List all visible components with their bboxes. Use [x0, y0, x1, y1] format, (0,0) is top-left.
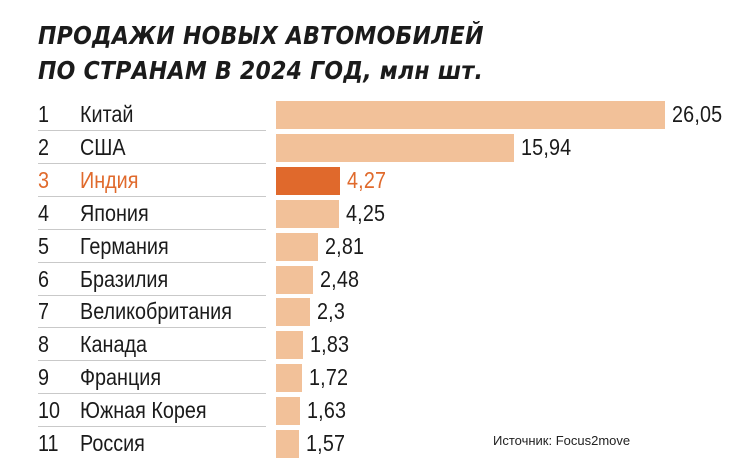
rank-label: 5 — [38, 232, 50, 259]
bar — [276, 166, 340, 195]
bar — [276, 430, 299, 458]
bar-row: 3 Индия 4,27 — [0, 164, 748, 197]
category-label: Франция — [80, 364, 162, 391]
row-divider — [38, 195, 266, 197]
row-divider — [38, 130, 266, 131]
row-divider — [38, 228, 266, 230]
rank-label: 8 — [38, 331, 50, 358]
category-label: Индия — [80, 166, 139, 193]
value-label: 4,25 — [346, 199, 386, 226]
bar — [276, 331, 303, 360]
row-divider — [38, 360, 266, 362]
category-label: США — [80, 133, 126, 160]
rank-label: 1 — [38, 101, 50, 127]
bar — [276, 298, 310, 327]
category-label: Япония — [80, 199, 149, 226]
chart-title-unit: млн шт. — [379, 56, 484, 85]
value-label: 4,27 — [347, 166, 387, 193]
rank-label: 7 — [38, 298, 50, 325]
bar-row: 1 Китай 26,05 — [0, 98, 748, 131]
bar-row: 4 Япония 4,25 — [0, 197, 748, 230]
bar-row: 5 Германия 2,81 — [0, 230, 748, 263]
rank-label: 4 — [38, 199, 50, 226]
rank-label: 2 — [38, 133, 50, 160]
rank-label: 10 — [38, 397, 61, 424]
row-divider — [38, 393, 266, 395]
chart-title-line-2: ПО СТРАНАМ В 2024 ГОД, млн шт. — [38, 56, 483, 86]
bar — [276, 133, 514, 162]
bar-row: 8 Канада 1,83 — [0, 328, 748, 362]
bar-row: 6 Бразилия 2,48 — [0, 263, 748, 296]
bar — [276, 364, 302, 393]
value-label: 15,94 — [521, 133, 572, 160]
value-label: 2,3 — [317, 298, 346, 325]
category-label: Бразилия — [80, 265, 169, 292]
bar-row: 2 США 15,94 — [0, 131, 748, 164]
value-label: 1,83 — [310, 331, 350, 358]
source-note: Источник: Focus2move — [493, 433, 631, 448]
bar-row: 11 Россия 1,57 — [0, 427, 748, 460]
category-label: Южная Корея — [80, 397, 207, 424]
category-label: Россия — [80, 430, 145, 456]
bar — [276, 397, 300, 426]
value-label: 2,81 — [325, 232, 365, 259]
bar — [276, 232, 318, 261]
value-label: 2,48 — [320, 265, 360, 292]
row-divider — [38, 261, 266, 263]
value-label: 1,57 — [306, 430, 346, 456]
category-label: Канада — [80, 331, 147, 358]
chart-title-line-1: ПРОДАЖИ НОВЫХ АВТОМОБИЛЕЙ — [38, 21, 484, 50]
row-divider — [38, 426, 266, 428]
bar — [276, 199, 339, 228]
category-label: Германия — [80, 232, 169, 259]
row-divider — [38, 294, 266, 296]
value-label: 1,63 — [307, 397, 347, 424]
rank-label: 6 — [38, 265, 50, 292]
bar-row: 9 Франция 1,72 — [0, 361, 748, 395]
bar — [276, 265, 313, 294]
rank-label: 11 — [38, 430, 59, 456]
rank-label: 9 — [38, 364, 50, 391]
bar — [276, 101, 665, 129]
category-label: Великобритания — [80, 298, 232, 325]
row-divider — [38, 327, 266, 329]
rank-label: 3 — [38, 166, 50, 193]
chart-title-text: ПО СТРАНАМ В 2024 ГОД, — [38, 56, 372, 85]
row-divider — [38, 162, 266, 164]
value-label: 26,05 — [672, 101, 723, 127]
bar-row: 10 Южная Корея 1,63 — [0, 394, 748, 428]
bar-row: 7 Великобритания 2,3 — [0, 295, 748, 329]
category-label: Китай — [80, 101, 134, 127]
value-label: 1,72 — [309, 364, 349, 391]
